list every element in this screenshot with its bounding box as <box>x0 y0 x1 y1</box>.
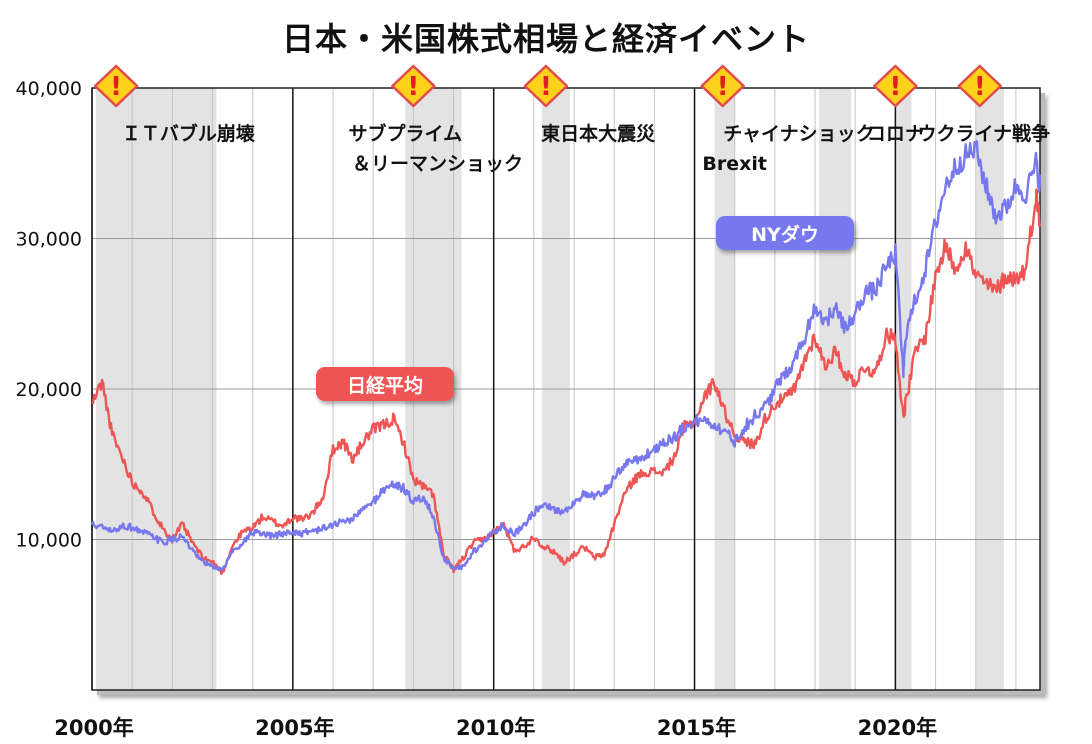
y-tick-label: 20,000 <box>16 379 82 401</box>
event-label: サブプライム <box>349 122 463 145</box>
series-badge-label: 日経平均 <box>347 374 423 397</box>
series-lines <box>90 139 1042 576</box>
y-axis-ticks: 10,000 20,000 30,000 40,000 <box>16 78 82 552</box>
event-marker: ! チャイナショック Brexit <box>700 64 875 175</box>
series-badge: 日経平均 <box>316 367 454 401</box>
series-badge-label: NYダウ <box>751 223 819 246</box>
warning-icon <box>700 64 745 108</box>
y-tick-label: 10,000 <box>16 530 82 552</box>
event-marker: !ＩＴバブル崩壊 <box>93 64 256 145</box>
x-tick-label: 2020年 <box>858 716 937 740</box>
event-label: コロナ <box>867 123 924 145</box>
x-tick-label: 2015年 <box>657 716 736 740</box>
warning-icon-glyph: ! <box>110 72 122 102</box>
warning-icon <box>523 64 569 108</box>
warning-icon <box>93 64 139 108</box>
event-label: ＆リーマンショック <box>352 153 523 175</box>
warning-icon-glyph: ! <box>407 72 419 102</box>
warning-icon <box>957 64 1002 108</box>
series-badge-box <box>716 216 854 250</box>
y-tick-label: 30,000 <box>16 229 82 251</box>
event-label: 東日本大震災 <box>541 122 656 145</box>
series-line-0 <box>91 188 1042 576</box>
event-label: ＩＴバブル崩壊 <box>122 122 256 145</box>
warning-icon <box>873 64 918 108</box>
chart-title: 日本・米国株式相場と経済イベント <box>281 20 810 58</box>
event-label: Brexit <box>702 153 767 175</box>
event-marker: ! ウクライナ戦争 <box>917 64 1050 145</box>
event-markers: !ＩＴバブル崩壊!サブプライム＆リーマンショック!東日本大震災!チャイナショック… <box>93 64 1050 175</box>
warning-icon-glyph: ! <box>717 72 729 102</box>
series-badge-box <box>316 367 454 401</box>
x-tick-label: 2005年 <box>255 716 334 740</box>
warning-icon-glyph: ! <box>974 72 986 102</box>
warning-icon-glyph: ! <box>540 72 552 102</box>
event-marker: ! コロナ <box>867 64 924 145</box>
series-line-1 <box>90 139 1042 572</box>
event-marker: ! サブプライム ＆リーマンショック <box>349 64 523 175</box>
x-tick-label: 2010年 <box>456 716 535 740</box>
series-badge: NYダウ <box>716 216 854 250</box>
event-label: チャイナショック <box>723 123 874 145</box>
event-marker: ! 東日本大震災 <box>523 64 656 145</box>
event-label: ウクライナ戦争 <box>917 122 1050 145</box>
warning-icon-glyph: ! <box>889 72 901 102</box>
x-axis-ticks: 2000年 2005年 2010年 2015年 2020年 <box>54 716 937 740</box>
y-tick-label: 40,000 <box>16 78 82 100</box>
series-labels: 日経平均 NYダウ <box>316 216 854 401</box>
warning-icon <box>391 64 436 108</box>
x-tick-label: 2000年 <box>54 716 133 740</box>
